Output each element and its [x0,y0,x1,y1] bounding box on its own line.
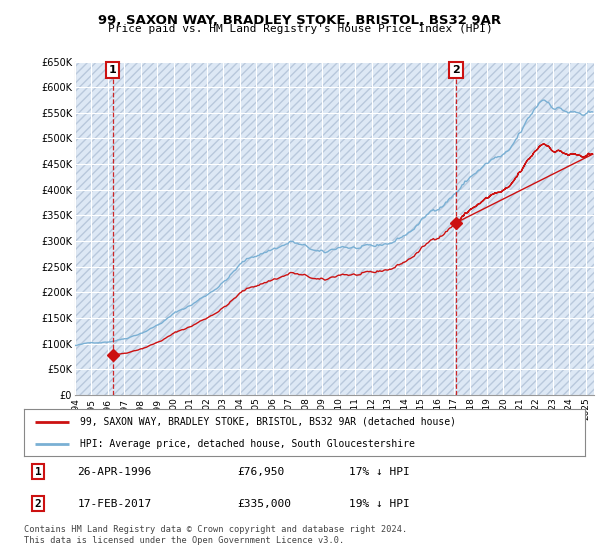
Text: 1: 1 [35,466,41,477]
Text: £76,950: £76,950 [237,466,284,477]
Text: £335,000: £335,000 [237,499,291,509]
Text: 2: 2 [452,65,460,75]
Text: 26-APR-1996: 26-APR-1996 [77,466,152,477]
Text: 99, SAXON WAY, BRADLEY STOKE, BRISTOL, BS32 9AR (detached house): 99, SAXON WAY, BRADLEY STOKE, BRISTOL, B… [80,417,456,427]
Text: HPI: Average price, detached house, South Gloucestershire: HPI: Average price, detached house, Sout… [80,438,415,449]
Text: 99, SAXON WAY, BRADLEY STOKE, BRISTOL, BS32 9AR: 99, SAXON WAY, BRADLEY STOKE, BRISTOL, B… [98,14,502,27]
Text: 19% ↓ HPI: 19% ↓ HPI [349,499,410,509]
Text: 17-FEB-2017: 17-FEB-2017 [77,499,152,509]
Text: 1: 1 [109,65,116,75]
Text: Price paid vs. HM Land Registry's House Price Index (HPI): Price paid vs. HM Land Registry's House … [107,24,493,34]
Bar [75,62,594,395]
Text: 17% ↓ HPI: 17% ↓ HPI [349,466,410,477]
Text: 2: 2 [35,499,41,509]
Text: Contains HM Land Registry data © Crown copyright and database right 2024.
This d: Contains HM Land Registry data © Crown c… [24,525,407,545]
